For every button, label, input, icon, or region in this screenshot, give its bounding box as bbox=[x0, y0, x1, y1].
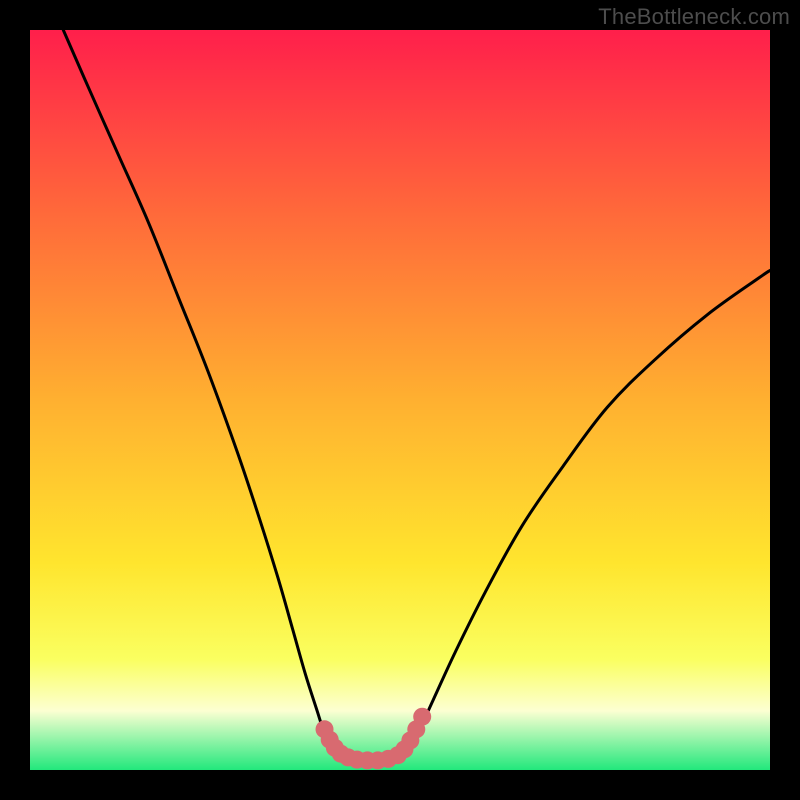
valley-dot bbox=[413, 708, 431, 726]
chart-svg bbox=[30, 30, 770, 770]
watermark-text: TheBottleneck.com bbox=[598, 4, 790, 30]
bottleneck-curve bbox=[63, 30, 770, 762]
valley-highlight-dots bbox=[316, 708, 432, 770]
chart-plot-area bbox=[30, 30, 770, 770]
